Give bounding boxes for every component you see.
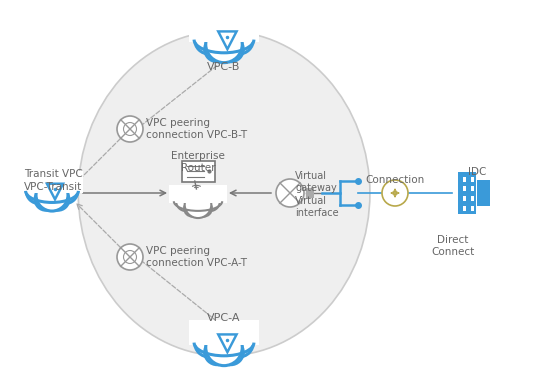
Circle shape [225,25,253,54]
Circle shape [225,328,253,357]
Bar [463,205,467,211]
Circle shape [117,116,143,142]
Circle shape [276,179,304,207]
Circle shape [200,192,220,211]
Bar [470,196,474,201]
Circle shape [206,26,242,63]
Circle shape [205,340,230,365]
Bar [463,176,467,182]
Circle shape [36,179,68,211]
Bar [470,205,474,211]
Bar [463,196,467,201]
Bar [21,171,83,193]
Circle shape [52,178,78,204]
Bar [170,185,227,203]
Bar [306,188,314,198]
Circle shape [194,328,224,357]
Text: VPC-B: VPC-B [207,62,241,72]
Ellipse shape [78,31,370,356]
Text: IDC: IDC [468,167,486,177]
Circle shape [47,188,69,210]
Circle shape [194,25,224,54]
Circle shape [206,329,242,366]
Text: VPC peering
connection VPC-A-T: VPC peering connection VPC-A-T [146,246,247,268]
Bar [470,186,474,191]
Text: Virtual
gateway
Virtual
interface: Virtual gateway Virtual interface [295,171,339,218]
Text: Transit VPC
VPC-Transit: Transit VPC VPC-Transit [24,169,83,192]
Bar [477,180,490,205]
Text: VPC-A: VPC-A [207,313,241,323]
Circle shape [218,340,244,365]
Bar [188,320,259,345]
Circle shape [184,200,201,217]
Text: Connection: Connection [366,175,424,185]
Bar [470,176,474,182]
Text: VPC peering
connection VPC-B-T: VPC peering connection VPC-B-T [146,118,247,140]
Circle shape [205,37,230,62]
Circle shape [35,188,57,210]
Circle shape [218,37,244,62]
Circle shape [185,192,211,218]
Circle shape [176,192,195,211]
Circle shape [26,178,51,204]
Bar [463,186,467,191]
Circle shape [117,244,143,270]
FancyBboxPatch shape [181,161,214,182]
Circle shape [382,180,408,206]
Text: Enterprise
Router: Enterprise Router [171,151,225,173]
Bar [458,172,476,214]
Bar [188,17,259,42]
Text: Direct
Connect: Direct Connect [431,235,475,257]
Circle shape [195,200,212,217]
